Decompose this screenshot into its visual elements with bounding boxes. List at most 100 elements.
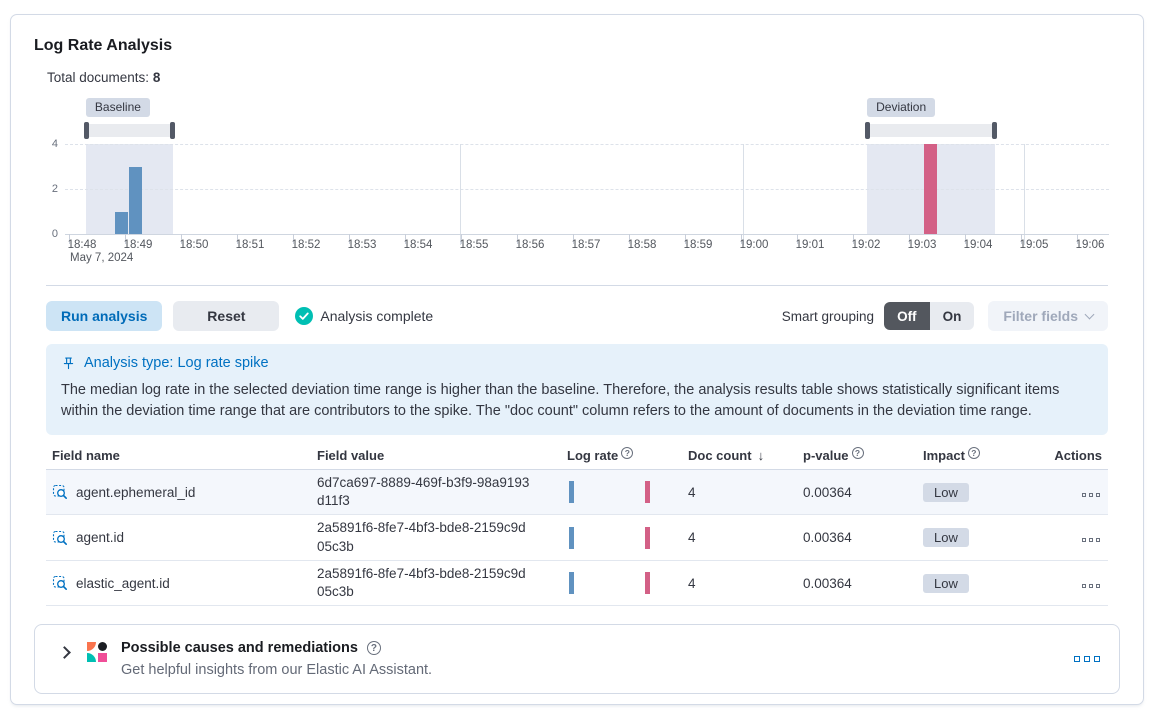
x-tick-label: 18:56 [515, 239, 545, 251]
field-value-cell: 2a5891f6-8fe7-4bf3-bde8-2159c9d05c3b [317, 520, 526, 554]
x-tick-mark [237, 234, 238, 244]
y-tick-label: 4 [51, 138, 58, 150]
baseline-brush-left-handle[interactable] [83, 122, 89, 139]
x-tick-label: 19:05 [1019, 239, 1049, 251]
baseline-badge: Baseline [85, 98, 150, 117]
log-rate-mini-chart [567, 480, 677, 504]
column-info-icon[interactable]: ? [967, 446, 980, 459]
ai-panel-title: Possible causes and remediations [121, 640, 358, 657]
help-icon[interactable]: ? [366, 641, 381, 656]
row-actions-icon[interactable] [1079, 538, 1100, 543]
x-tick-mark [853, 234, 854, 244]
field-name: agent.ephemeral_id [76, 484, 196, 500]
ai-assistant-panel: Possible causes and remediations ? Get h… [34, 624, 1120, 695]
x-tick-label: 18:50 [179, 239, 209, 251]
deviation-mini-bar [645, 481, 650, 504]
x-tick-label: 18:51 [235, 239, 265, 251]
baseline-mini-bar [569, 526, 574, 549]
deviation-bar [924, 144, 938, 234]
x-axis-date-label: May 7, 2024 [70, 252, 134, 264]
baseline-bar [115, 211, 129, 234]
column-header-field-value: Field value [317, 448, 385, 464]
deviation-brush-right-handle[interactable] [991, 122, 997, 139]
x-tick-mark [405, 234, 406, 244]
table-header-row: Field name Field value Log rate? Doc count ↓… [46, 445, 1108, 471]
table-row: agent.id 2a5891f6-8fe7-4bf3-bde8-2159c9d… [46, 515, 1108, 561]
x-tick-mark [349, 234, 350, 244]
expand-chevron-icon[interactable] [58, 646, 71, 660]
x-gridline [742, 144, 744, 245]
row-actions-cell [1032, 481, 1108, 504]
baseline-brush[interactable] [85, 124, 174, 137]
field-inspect-icon[interactable] [52, 530, 68, 546]
doc-count-cell: 4 [688, 484, 696, 500]
panel-actions-icon[interactable] [1070, 656, 1100, 663]
x-tick-label: 18:52 [291, 239, 321, 251]
doc-count-cell: 4 [688, 530, 696, 546]
field-name-cell: elastic_agent.id [46, 571, 311, 595]
table-row: elastic_agent.id 2a5891f6-8fe7-4bf3-bde8… [46, 561, 1108, 607]
impact-badge: Low [923, 482, 969, 502]
deviation-brush-left-handle[interactable] [865, 122, 871, 139]
x-tick-label: 18:48 [67, 239, 97, 251]
baseline-brush-right-handle[interactable] [170, 122, 176, 139]
row-actions-cell [1032, 526, 1108, 549]
row-actions-icon[interactable] [1079, 583, 1100, 588]
deviation-mini-bar [645, 572, 650, 595]
x-tick-label: 19:02 [851, 239, 881, 251]
filter-fields-button[interactable]: Filter fields [988, 301, 1108, 331]
pin-icon [63, 357, 74, 369]
field-inspect-icon[interactable] [52, 484, 68, 500]
x-tick-label: 18:54 [403, 239, 433, 251]
deviation-mini-bar [645, 526, 650, 549]
table-body: agent.ephemeral_id 6d7ca697-8889-469f-b3… [46, 470, 1108, 607]
controls-bar: Run analysis Reset Analysis complete Sma… [46, 301, 1108, 331]
smart-grouping-on-button[interactable]: On [929, 302, 975, 330]
x-tick-label: 18:59 [683, 239, 713, 251]
x-tick-label: 19:06 [1075, 239, 1105, 251]
x-tick-mark [965, 234, 966, 244]
x-tick-mark [909, 234, 910, 244]
total-documents-value: 8 [152, 70, 161, 85]
row-actions-cell [1032, 572, 1108, 595]
field-name-cell: agent.ephemeral_id [46, 480, 311, 504]
smart-grouping-toggle: Off On [884, 302, 975, 330]
p-value-cell: 0.00364 [803, 484, 852, 500]
x-tick-mark [125, 234, 126, 244]
x-tick-label: 18:53 [347, 239, 377, 251]
divider [46, 285, 1108, 286]
deviation-badge: Deviation [867, 98, 936, 117]
baseline-bar [129, 166, 143, 234]
callout-title: Analysis type: Log rate spike [84, 355, 269, 371]
log-rate-analysis-panel: Log Rate Analysis Total documents: 8 18:… [10, 14, 1144, 705]
reset-button[interactable]: Reset [173, 301, 280, 331]
x-tick-mark [181, 234, 182, 244]
impact-cell: Low [917, 570, 1032, 597]
document-count-chart[interactable]: 18:48 18:49 18:50 18:51 18:52 18:53 18:54 18:55… [34, 98, 1120, 268]
impact-cell: Low [917, 479, 1032, 506]
x-tick-mark [461, 234, 462, 244]
check-circle-icon [295, 307, 314, 325]
column-header-doc-count[interactable]: Doc count ↓ [688, 448, 765, 464]
column-header-impact: Impact? [917, 446, 1032, 463]
smart-grouping-off-button[interactable]: Off [884, 302, 930, 330]
row-actions-icon[interactable] [1079, 492, 1100, 497]
x-gridline [1023, 144, 1025, 245]
deviation-brush[interactable] [867, 124, 995, 137]
log-rate-mini-chart [567, 526, 677, 550]
x-tick-label: 19:04 [963, 239, 993, 251]
run-analysis-button[interactable]: Run analysis [46, 301, 163, 331]
y-tick-label: 0 [51, 228, 58, 240]
analysis-type-callout: Analysis type: Log rate spike The median… [46, 344, 1108, 436]
log-rate-cell [561, 476, 682, 508]
column-header-actions: Actions [1054, 448, 1102, 464]
column-info-icon[interactable]: ? [851, 446, 864, 459]
x-axis-line [65, 234, 1109, 235]
field-inspect-icon[interactable] [52, 575, 68, 591]
x-tick-mark [1077, 234, 1078, 244]
x-tick-mark [629, 234, 630, 244]
x-tick-mark [293, 234, 294, 244]
sort-desc-icon[interactable]: ↓ [757, 448, 765, 464]
elastic-ai-assistant-icon [87, 642, 107, 663]
column-info-icon[interactable]: ? [621, 446, 634, 459]
